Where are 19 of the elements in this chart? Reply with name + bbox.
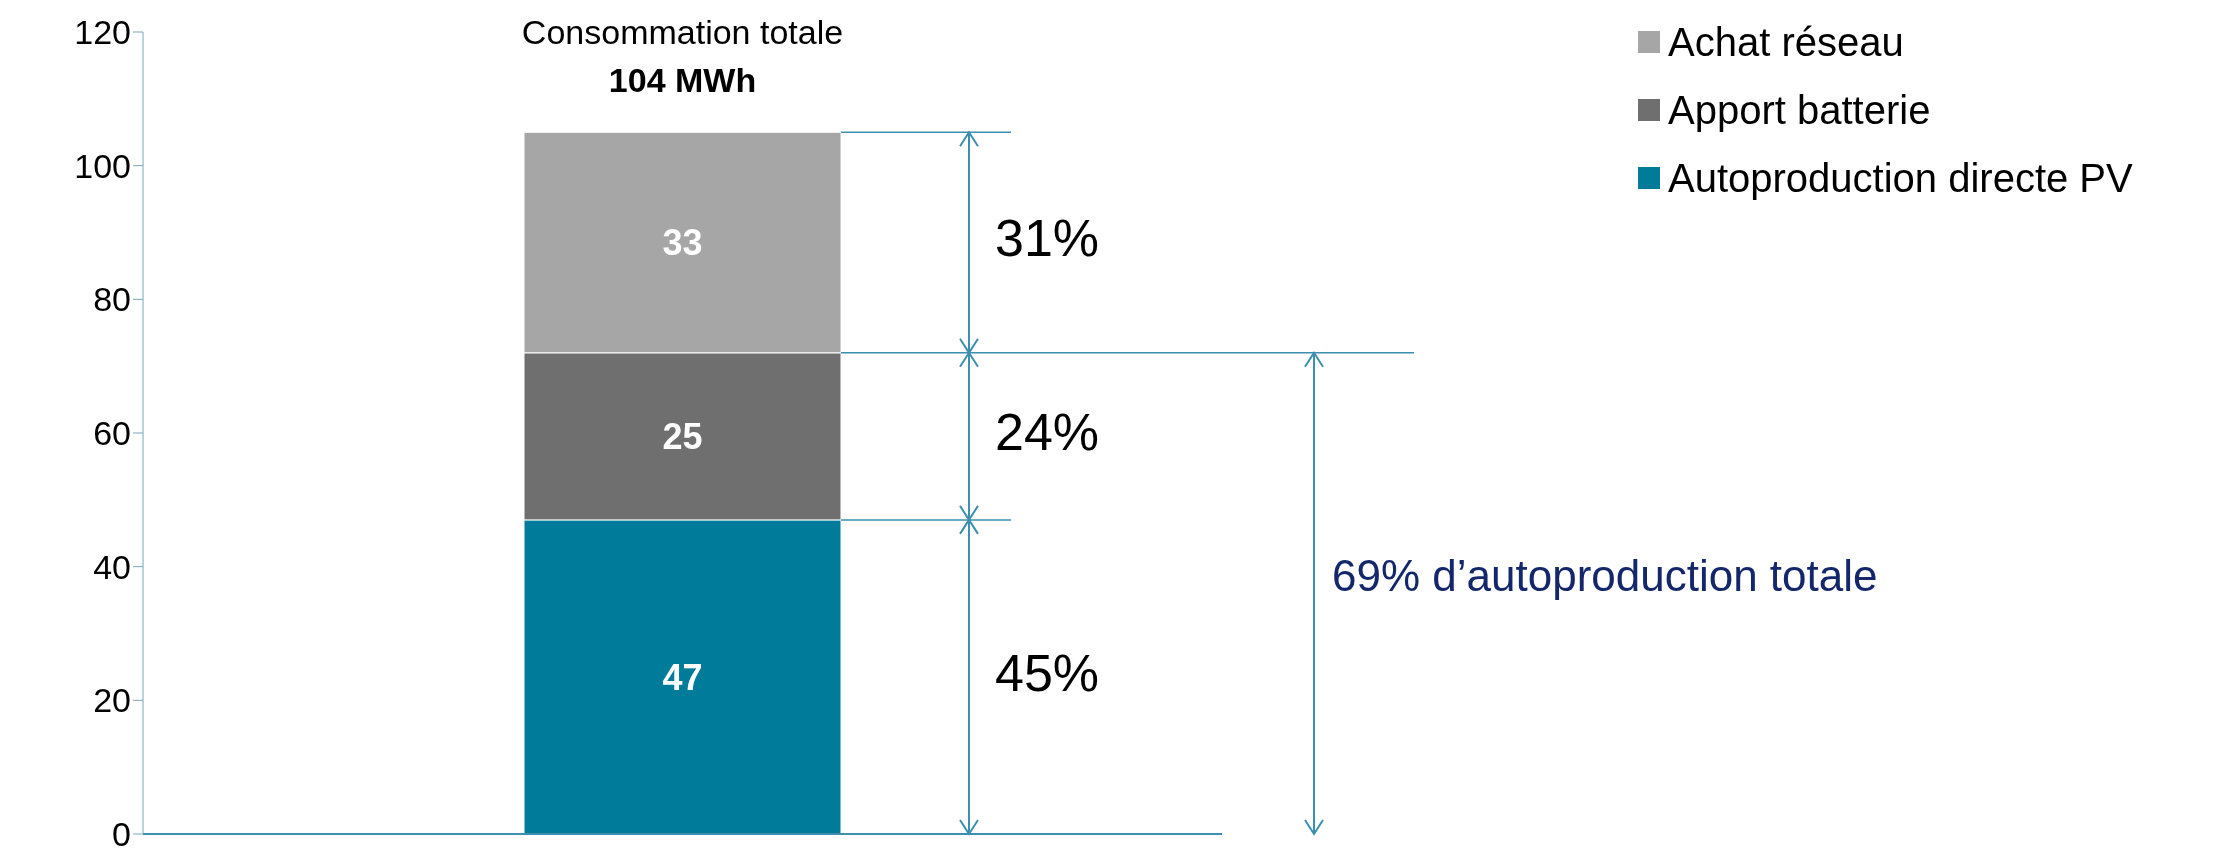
text: 69% d’autoproduction totale bbox=[1332, 550, 1878, 600]
data-label: 47 bbox=[662, 656, 703, 698]
y-tick-label: 120 bbox=[74, 13, 131, 52]
text: 45% bbox=[995, 643, 1100, 702]
data-label: 33 bbox=[662, 222, 703, 264]
y-tick-label: 80 bbox=[93, 280, 131, 319]
annotation: Consommation totale bbox=[521, 13, 844, 52]
text: 31% bbox=[995, 209, 1100, 268]
legend-label: Achat réseau bbox=[1668, 19, 1904, 65]
y-tick-label: 20 bbox=[93, 681, 131, 720]
data-label: 25 bbox=[662, 416, 703, 458]
total-label: 104 MWh bbox=[608, 61, 757, 100]
y-tick-label: 40 bbox=[93, 547, 131, 586]
text: Autoproduction directe PV bbox=[1668, 155, 2133, 201]
y-tick-label: 0 bbox=[112, 815, 131, 854]
legend-label: Apport batterie bbox=[1668, 87, 1931, 133]
y-tick-label: 100 bbox=[74, 146, 131, 185]
text: 24% bbox=[995, 403, 1100, 462]
y-tick-label: 60 bbox=[93, 414, 131, 453]
